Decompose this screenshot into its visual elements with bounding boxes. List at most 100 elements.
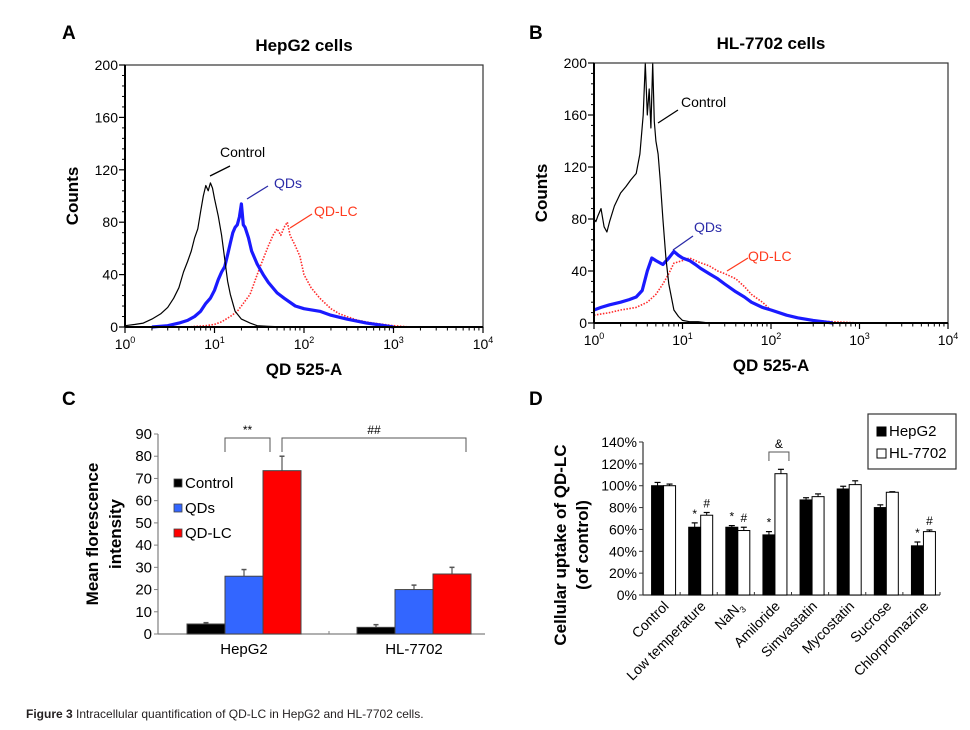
x-tick-label: 104 <box>938 331 959 348</box>
bar-hepg2-chlorpromazine <box>910 545 924 596</box>
y-tick-label: 200 <box>95 57 119 73</box>
annotation-label-qds: QDs <box>274 175 302 191</box>
bar-hl-7702-chlorpromazine <box>922 531 936 596</box>
annotation-leader-qds <box>246 185 269 200</box>
y-tick-label: 0 <box>144 626 152 643</box>
series-line-control <box>593 62 798 324</box>
significance-mark: # <box>740 511 747 525</box>
y-tick-label: 120% <box>601 456 637 472</box>
caption-text: Intracellular quantification of QD-LC in… <box>72 707 424 721</box>
x-axis-title: QD 525-A <box>266 360 343 379</box>
bar-hepg2-control <box>651 485 665 596</box>
legend-label-hl-7702: HL-7702 <box>889 445 947 462</box>
bar-hepg2-mycostatin <box>836 488 850 596</box>
y-tick-label: 50 <box>135 515 152 532</box>
legend-swatch-control <box>173 478 183 488</box>
panel-letter-a: A <box>62 23 76 44</box>
figure-caption: Figure 3 Intracellular quantification of… <box>26 707 424 721</box>
panel-letter-b: B <box>529 23 543 44</box>
y-tick-label: 60% <box>609 521 637 537</box>
annotation-label-qds: QDs <box>694 219 722 235</box>
x-tick-label: 102 <box>761 331 782 348</box>
significance-mark: * <box>692 507 697 521</box>
series-line-qds <box>593 249 834 325</box>
bar-hl-7702-mycostatin <box>848 484 862 596</box>
bar-hl-7702-sucrose <box>885 491 899 596</box>
caption-label: Figure 3 <box>26 707 73 721</box>
significance-label: ## <box>367 423 381 437</box>
y-tick-label: 60 <box>135 493 152 510</box>
bar-hepg2-nan3 <box>725 526 739 596</box>
legend-label-qds: QDs <box>185 500 215 517</box>
bar-hepg2-simvastatin <box>799 499 813 596</box>
bar-hl-7702-nan3 <box>737 530 751 596</box>
y-tick-label: 80% <box>609 500 637 516</box>
legend-label-hepg2: HepG2 <box>889 423 937 440</box>
legend-swatch-qds <box>173 503 183 513</box>
x-tick-label: HL-7702 <box>385 641 443 658</box>
y-tick-label: 0 <box>579 315 587 331</box>
x-tick-label: 102 <box>294 335 315 352</box>
y-tick-label: 200 <box>564 55 588 71</box>
panel-a-histogram: HepG2 cells 0 40 80 120 160 200 100 101 102 103 104… <box>63 36 493 379</box>
y-tick-label: 100% <box>601 478 637 494</box>
y-axis-title-line-1: Cellular uptake of QD-LC <box>551 444 570 645</box>
series-line-qds <box>151 202 394 329</box>
y-tick-label: 0 <box>110 319 118 335</box>
x-tick-label: 103 <box>849 331 870 348</box>
panel-d-bar-chart: 0%20%40%60%80%100%120%140%Control*#Low t… <box>551 413 957 683</box>
y-tick-label: 30 <box>135 559 152 576</box>
x-tick-label: 103 <box>383 335 404 352</box>
y-axis-title-line-1: Mean florescence <box>83 463 102 606</box>
bar-hepg2-sucrose <box>873 507 887 596</box>
significance-bracket <box>768 451 790 461</box>
annotation-label-qd-lc: QD-LC <box>748 248 792 264</box>
x-tick-label: 100 <box>115 335 136 352</box>
x-tick-label: 101 <box>672 331 693 348</box>
y-tick-label: 80 <box>571 211 587 227</box>
legend-label-control: Control <box>185 475 233 492</box>
significance-mark: * <box>767 516 772 530</box>
legend-swatch-hl-7702 <box>876 448 887 459</box>
panel-letter-c: C <box>62 389 76 410</box>
y-axis-title: Counts <box>63 167 82 226</box>
significance-label: ** <box>243 423 253 437</box>
significance-label: & <box>775 437 783 451</box>
y-tick-label: 140% <box>601 434 637 450</box>
annotation-leader-qd-lc <box>289 213 313 229</box>
y-axis-title-line-2: (of control) <box>573 500 592 590</box>
x-tick-label: 101 <box>204 335 225 352</box>
y-tick-label: 40 <box>102 267 118 283</box>
x-axis-title: QD 525-A <box>733 356 810 375</box>
annotation-leader-qds <box>672 235 694 251</box>
y-tick-label: 40 <box>135 537 152 554</box>
annotation-leader-qd-lc <box>726 257 749 272</box>
significance-mark: # <box>926 514 933 528</box>
y-tick-label: 70 <box>135 470 152 487</box>
significance-bracket <box>224 437 271 452</box>
annotation-label-control: Control <box>681 94 726 110</box>
chart-title: HepG2 cells <box>255 36 352 55</box>
y-tick-label: 160 <box>95 109 119 125</box>
y-tick-label: 0% <box>617 587 637 603</box>
annotation-label-qd-lc: QD-LC <box>314 203 358 219</box>
bar-hl-7702-control <box>663 485 677 596</box>
y-tick-label: 90 <box>135 426 152 443</box>
bar-qds-hepg2 <box>224 575 264 635</box>
chart-title: HL-7702 cells <box>717 34 826 53</box>
bar-control-hl-7702 <box>356 626 396 635</box>
y-tick-label: 160 <box>564 107 588 123</box>
significance-mark: # <box>703 496 710 510</box>
y-axis-title-line-2: intensity <box>106 499 125 569</box>
bar-qd-lc-hl-7702 <box>432 573 472 635</box>
x-tick-label: 100 <box>584 331 605 348</box>
annotation-label-control: Control <box>220 144 265 160</box>
bar-hl-7702-simvastatin <box>811 496 825 596</box>
y-tick-label: 120 <box>95 162 119 178</box>
bar-qd-lc-hepg2 <box>262 470 302 635</box>
bar-control-hepg2 <box>186 623 226 635</box>
x-tick-label: 104 <box>473 335 494 352</box>
significance-mark: * <box>729 510 734 524</box>
panel-b-histogram: HL-7702 cells 0 40 80 120 160 200 100 101 102 103 1… <box>532 34 958 375</box>
